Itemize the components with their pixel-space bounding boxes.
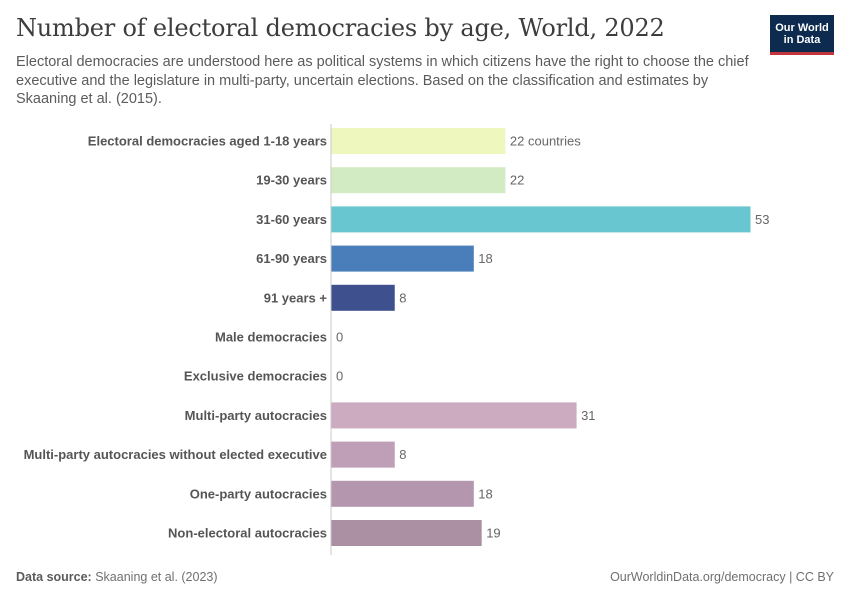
- value-label: 19: [486, 526, 500, 541]
- category-label: 31-60 years: [256, 212, 327, 227]
- category-label: 61-90 years: [256, 251, 327, 266]
- value-label: 0: [336, 369, 343, 384]
- category-label: Electoral democracies aged 1-18 years: [88, 134, 327, 149]
- value-label: 22: [510, 173, 524, 188]
- category-label: Male democracies: [215, 330, 327, 345]
- logo-line-1: Our World: [775, 21, 829, 34]
- bar[interactable]: [331, 245, 474, 272]
- category-label: Exclusive democracies: [184, 369, 327, 384]
- value-label: 18: [478, 486, 492, 501]
- value-label: 0: [336, 330, 343, 345]
- data-source-label: Data source:: [16, 570, 92, 584]
- category-label: Multi-party autocracies without elected …: [24, 447, 327, 462]
- bar[interactable]: [331, 128, 506, 154]
- source-url[interactable]: OurWorldinData.org/democracy | CC BY: [610, 570, 834, 584]
- category-label: 19-30 years: [256, 173, 327, 188]
- value-label: 8: [399, 290, 406, 305]
- data-source: Data source: Skaaning et al. (2023): [16, 570, 218, 584]
- bar[interactable]: [331, 480, 474, 507]
- bar[interactable]: [331, 206, 751, 233]
- owid-logo[interactable]: Our World in Data: [770, 15, 834, 55]
- bar[interactable]: [331, 402, 577, 429]
- bar[interactable]: [331, 167, 506, 194]
- chart-subtitle: Electoral democracies are understood her…: [16, 54, 749, 107]
- bar[interactable]: [331, 520, 482, 546]
- data-source-value: Skaaning et al. (2023): [95, 570, 218, 584]
- value-label: 53: [755, 212, 769, 227]
- category-label: 91 years +: [264, 290, 328, 305]
- logo-line-2: in Data: [783, 33, 821, 46]
- category-label: Multi-party autocracies: [185, 408, 327, 423]
- bar[interactable]: [331, 284, 395, 311]
- category-label: Non-electoral autocracies: [168, 526, 327, 541]
- value-label: 22 countries: [510, 134, 581, 149]
- chart-title: Number of electoral democracies by age, …: [16, 14, 665, 42]
- value-label: 18: [478, 251, 492, 266]
- value-label: 31: [581, 408, 595, 423]
- value-label: 8: [399, 447, 406, 462]
- bar[interactable]: [331, 441, 395, 468]
- category-label: One-party autocracies: [190, 486, 327, 501]
